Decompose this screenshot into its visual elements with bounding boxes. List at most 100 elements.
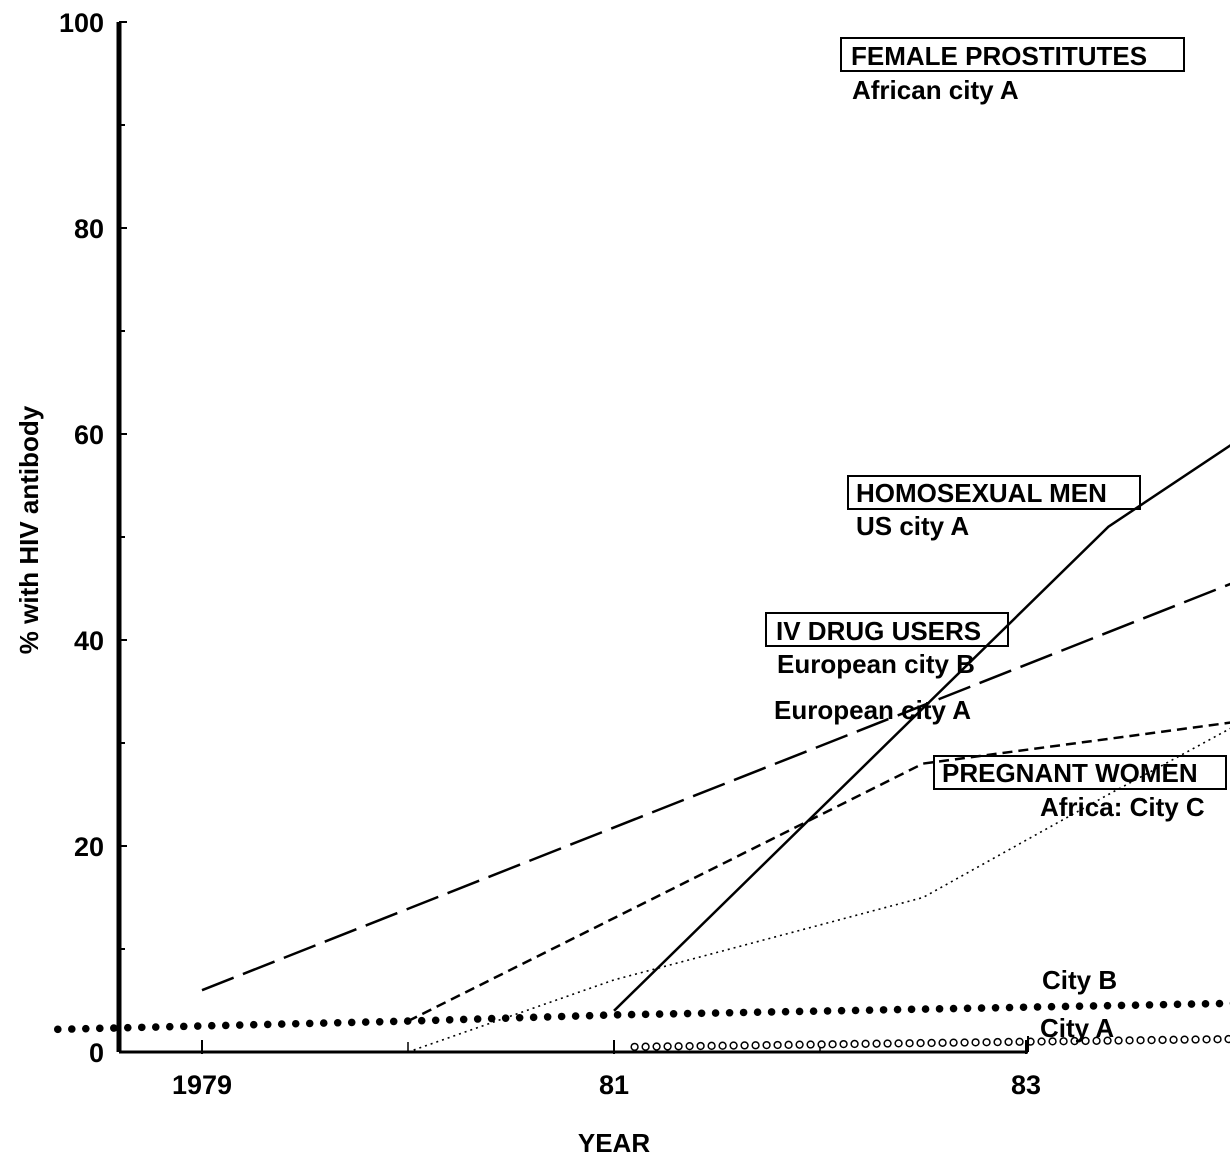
- series-city-b-dot: [767, 1008, 776, 1016]
- series-city-b-dot: [277, 1020, 286, 1028]
- series-city-b-dot: [851, 1006, 860, 1015]
- x-tick-label-81: 81: [599, 1070, 629, 1100]
- series-city-b-dot: [879, 1006, 888, 1014]
- group-label-homosexual-men: HOMOSEXUAL MEN: [856, 478, 1107, 508]
- series-city-b-dot: [711, 1009, 720, 1017]
- series-city-a-dot: [740, 1041, 749, 1050]
- series-city-a-dot: [1037, 1037, 1046, 1046]
- group-label-female-prostitutes: FEMALE PROSTITUTES: [851, 41, 1147, 71]
- series-city-a-dot: [795, 1040, 804, 1049]
- series-city-a-dot: [685, 1041, 694, 1051]
- series-city-b-dot: [529, 1013, 538, 1022]
- series-city-b-dot: [571, 1012, 580, 1020]
- series-city-b-dot: [333, 1018, 342, 1027]
- series-city-a-dot: [1125, 1036, 1134, 1045]
- series-city-b-dot: [123, 1023, 132, 1032]
- group-iv-drug-users: IV DRUG USERS: [765, 612, 1009, 647]
- series-label-africa-city-c: Africa: City C: [1040, 792, 1205, 822]
- series-city-a-dot: [916, 1038, 925, 1048]
- series-city-b-dot: [375, 1017, 384, 1026]
- series-city-b-dot: [179, 1022, 188, 1031]
- series-city-a-dot: [663, 1042, 672, 1051]
- series-city-b-dot: [739, 1008, 748, 1017]
- series-city-b-dot: [165, 1022, 174, 1031]
- group-pregnant-women: PREGNANT WOMEN: [933, 755, 1227, 790]
- series-european-city-b: [407, 727, 1230, 1053]
- series-city-b-dot: [725, 1008, 734, 1017]
- series-city-a-dot: [938, 1038, 947, 1047]
- series-city-b-dot: [54, 1025, 62, 1034]
- series-city-a-dot: [971, 1038, 980, 1047]
- series-city-b-dot: [501, 1014, 510, 1022]
- series-city-b-dot: [1103, 1001, 1112, 1010]
- series-city-b-dot: [1019, 1003, 1028, 1012]
- series-city-b-dot: [585, 1011, 594, 1020]
- series-city-b-dot: [319, 1019, 328, 1027]
- series-label-african-city-a: African city A: [852, 75, 1019, 105]
- series-city-a-dot: [883, 1039, 892, 1048]
- series-city-b-dot: [1089, 1002, 1098, 1010]
- series-city-a-dot: [674, 1042, 683, 1051]
- series-city-a-dot: [1147, 1035, 1156, 1045]
- series-city-a-dot: [641, 1042, 650, 1051]
- series-african-city-a: [613, 444, 1230, 1012]
- series-city-b-dot: [837, 1006, 846, 1015]
- series-layer: [54, 444, 1230, 1053]
- series-city-b-dot: [641, 1010, 650, 1019]
- series-city-a-dot: [1004, 1037, 1013, 1047]
- series-city-b-dot: [991, 1003, 1000, 1012]
- series-city-b-dot: [249, 1020, 258, 1029]
- series-city-b-dot: [809, 1007, 818, 1015]
- series-city-b-dot: [781, 1007, 790, 1016]
- series-city-b-dot: [907, 1005, 916, 1014]
- y-tick-label-100: 100: [59, 8, 104, 38]
- series-city-b-dot: [1131, 1001, 1140, 1009]
- series-label-city-b: City B: [1042, 965, 1117, 995]
- x-tick-label-83: 83: [1011, 1070, 1041, 1100]
- group-label-pregnant-women: PREGNANT WOMEN: [942, 758, 1198, 788]
- series-city-a-dot: [751, 1041, 760, 1050]
- series-city-b-dot: [67, 1025, 76, 1033]
- group-label-iv-drug-users: IV DRUG USERS: [776, 616, 981, 646]
- x-ticks: 19798183851987: [172, 1040, 1041, 1100]
- series-label-us-city-a: US city A: [856, 511, 969, 541]
- series-city-b-dot: [1215, 999, 1224, 1008]
- series-city-b-dot: [151, 1023, 160, 1031]
- series-us-city-a-line: [201, 582, 1230, 992]
- series-city-b-dot: [697, 1009, 706, 1018]
- series-city-b-dot: [473, 1015, 482, 1023]
- series-city-b-dot: [459, 1015, 468, 1024]
- series-city-b-dot: [1047, 1002, 1056, 1011]
- series-city-a-dot: [762, 1040, 771, 1050]
- series-city-a-dot: [1180, 1035, 1189, 1044]
- series-city-b-dot: [823, 1007, 832, 1015]
- series-city-b-dot: [291, 1019, 300, 1028]
- series-city-a-dot: [652, 1042, 661, 1051]
- series-city-b-dot: [1145, 1001, 1154, 1009]
- series-city-a-dot: [773, 1040, 782, 1050]
- series-city-b-dot: [515, 1013, 524, 1022]
- series-city-a-dot: [993, 1037, 1002, 1047]
- series-city-a-dot: [982, 1038, 991, 1047]
- series-city-a-dot: [960, 1038, 969, 1047]
- series-label-european-city-b: European city B: [777, 649, 975, 679]
- series-city-a-dot: [1158, 1035, 1167, 1045]
- series-city-b-dot: [235, 1021, 244, 1029]
- series-city-b-dot: [613, 1011, 622, 1019]
- series-city-b-dot: [921, 1005, 930, 1013]
- series-city-b-dot: [347, 1018, 356, 1027]
- series-african-city-a-line: [613, 444, 1230, 1012]
- series-city-b-dot: [963, 1004, 972, 1013]
- series-city-b-dot: [109, 1024, 118, 1032]
- series-city-a-dot: [905, 1039, 914, 1048]
- series-city-a-dot: [927, 1038, 936, 1048]
- series-us-city-a: [201, 582, 1230, 992]
- series-city-b-dot: [1005, 1003, 1014, 1012]
- series-city-b-dot: [1075, 1002, 1084, 1010]
- series-city-a-dot: [872, 1039, 881, 1048]
- series-city-b-dot: [683, 1009, 692, 1018]
- series-city-a-dot: [1048, 1037, 1057, 1046]
- series-city-b-dot: [893, 1005, 902, 1014]
- series-city-b-dot: [403, 1017, 412, 1025]
